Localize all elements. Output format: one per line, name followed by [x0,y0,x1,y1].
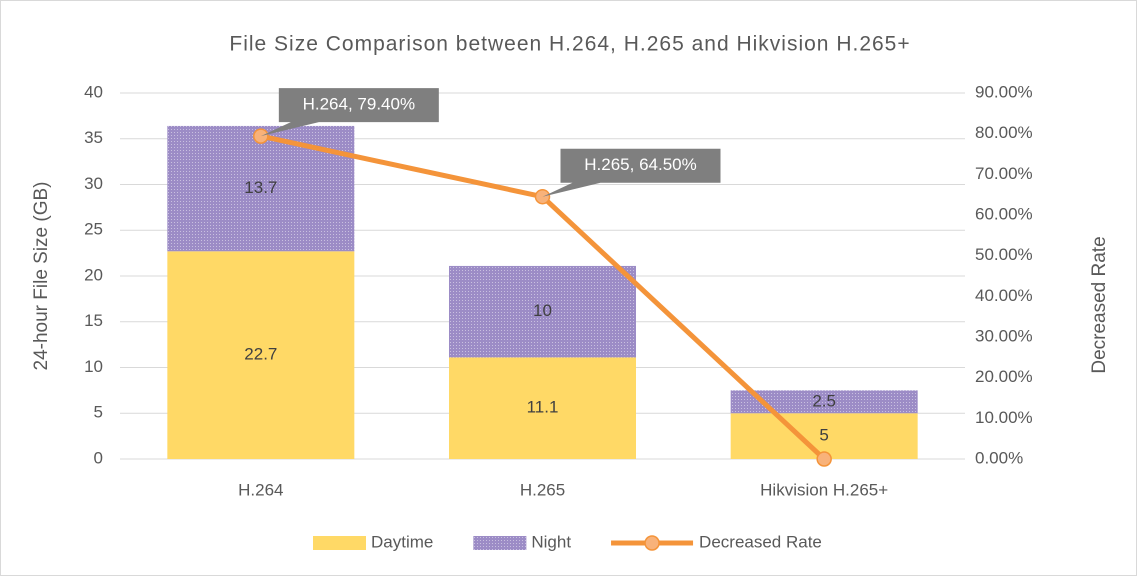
y2-tick-label: 80.00% [975,123,1033,142]
callout-box [260,88,439,137]
y2-tick-label: 50.00% [975,245,1033,264]
legend-label: Daytime [371,532,433,551]
bar [167,125,355,252]
data-label: 10 [533,301,552,320]
y-tick-label: 15 [84,311,103,330]
y2-tick-label: 90.00% [975,82,1033,101]
y2-tick-label: 10.00% [975,408,1033,427]
y-tick-label: 0 [94,448,103,467]
y-tick-label: 40 [84,82,103,101]
y-tick-label: 5 [94,403,103,422]
legend-label: Decreased Rate [699,532,822,551]
x-tick-label: H.264 [238,480,283,499]
y2-tick-label: 0.00% [975,448,1023,467]
x-tick-label: H.265 [520,480,565,499]
y2-tick-label: 30.00% [975,326,1033,345]
bar [449,357,636,459]
y-tick-label: 30 [84,174,103,193]
line-marker [816,451,832,467]
data-label: 5 [819,426,828,445]
y-tick-label: 35 [84,128,103,147]
bar [449,265,636,358]
data-label: 22.7 [244,345,277,364]
legend-swatch [313,536,366,550]
y-tick-label: 20 [84,265,103,284]
y2-tick-label: 40.00% [975,286,1033,305]
bar [167,251,355,459]
y-tick-label: 25 [84,220,103,239]
callout-box [542,148,721,197]
y2-tick-label: 70.00% [975,164,1033,183]
y2-axis-label: Decreased Rate [1089,236,1110,373]
y2-tick-label: 20.00% [975,367,1033,386]
legend-label: Night [531,532,571,551]
x-tick-label: Hikvision H.265+ [760,480,888,499]
y2-tick-label: 60.00% [975,204,1033,223]
y-axis-label: 24-hour File Size (GB) [31,181,52,370]
data-label: H.265, 64.50% [584,155,696,174]
data-label: H.264, 79.40% [303,95,415,114]
legend-swatch [644,535,660,551]
data-label: 11.1 [527,398,559,417]
data-label: 2.5 [812,391,836,410]
chart-title: File Size Comparison between H.264, H.26… [229,33,910,56]
bar [730,390,918,414]
legend-swatch [473,536,527,550]
y-tick-label: 10 [84,357,103,376]
data-label: 13.7 [244,178,277,197]
